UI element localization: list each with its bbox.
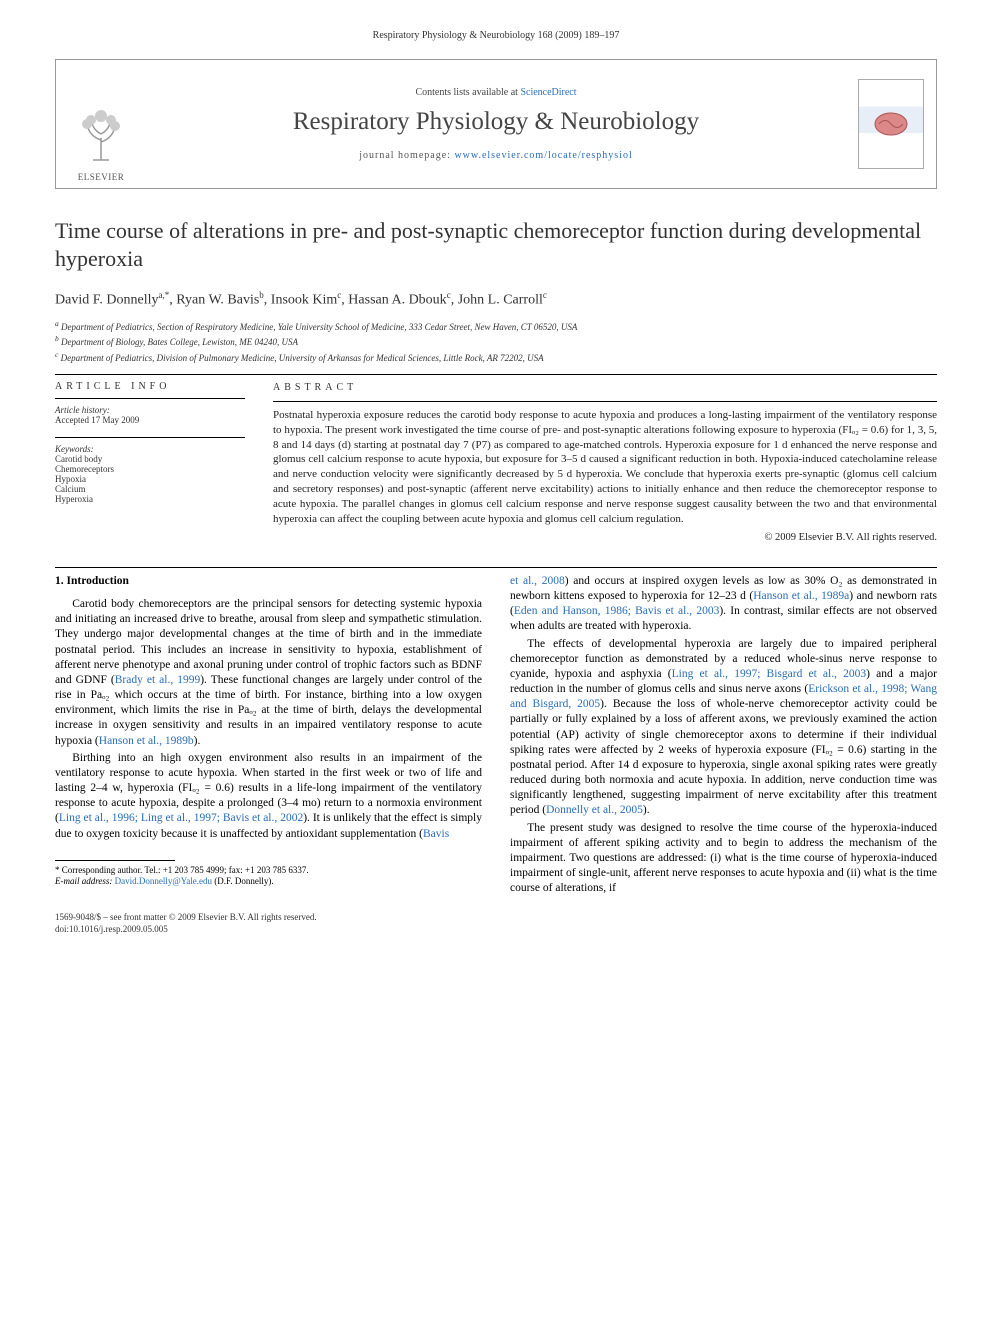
keyword: Hypoxia: [55, 474, 245, 484]
abstract-text: Postnatal hyperoxia exposure reduces the…: [273, 408, 937, 527]
footer-doi: doi:10.1016/j.resp.2009.05.005: [55, 924, 937, 936]
homepage-prefix: journal homepage:: [359, 150, 454, 161]
rule-top: [55, 374, 937, 375]
affiliation-c: c Department of Pediatrics, Division of …: [55, 350, 937, 365]
publisher-logo-block: ELSEVIER: [56, 60, 146, 188]
keywords-block: Keywords: Carotid body Chemoreceptors Hy…: [55, 444, 245, 504]
body-para: Carotid body chemoreceptors are the prin…: [55, 597, 482, 749]
elsevier-tree-icon: [70, 100, 132, 170]
corresponding-author: * Corresponding author. Tel.: +1 203 785…: [55, 865, 482, 877]
abstract-rule: [273, 401, 937, 402]
keyword: Calcium: [55, 484, 245, 494]
masthead: ELSEVIER Contents lists available at Sci…: [55, 59, 937, 189]
page: Respiratory Physiology & Neurobiology 16…: [0, 0, 992, 976]
brain-icon: [871, 109, 911, 139]
running-header: Respiratory Physiology & Neurobiology 16…: [55, 30, 937, 41]
abstract: abstract Postnatal hyperoxia exposure re…: [273, 381, 937, 544]
abstract-copyright: © 2009 Elsevier B.V. All rights reserved…: [273, 531, 937, 545]
journal-title: Respiratory Physiology & Neurobiology: [154, 108, 838, 136]
authors: David F. Donnellya,*, Ryan W. Bavisb, In…: [55, 290, 937, 309]
journal-cover-icon: [858, 79, 924, 169]
body-right-column: et al., 2008) and occurs at inspired oxy…: [510, 574, 937, 899]
contents-prefix: Contents lists available at: [415, 87, 520, 98]
body-para: The effects of developmental hyperoxia a…: [510, 637, 937, 819]
email-link[interactable]: David.Donnelly@Yale.edu: [115, 876, 212, 886]
elsevier-label: ELSEVIER: [78, 172, 125, 182]
cover-thumb-block: [846, 60, 936, 188]
info-rule-2: [55, 437, 245, 438]
intro-heading: 1. Introduction: [55, 574, 482, 589]
masthead-center: Contents lists available at ScienceDirec…: [146, 60, 846, 188]
keyword: Chemoreceptors: [55, 464, 245, 474]
homepage-link[interactable]: www.elsevier.com/locate/resphysiol: [454, 150, 632, 161]
footnote-separator: [55, 860, 175, 861]
sciencedirect-link[interactable]: ScienceDirect: [520, 87, 576, 98]
affiliations: a Department of Pediatrics, Section of R…: [55, 319, 937, 365]
body-left-column: 1. Introduction Carotid body chemorecept…: [55, 574, 482, 899]
info-rule-1: [55, 398, 245, 399]
email-who: (D.F. Donnelly).: [214, 876, 273, 886]
affiliation-b: b Department of Biology, Bates College, …: [55, 334, 937, 349]
keyword: Carotid body: [55, 454, 245, 464]
abstract-heading: abstract: [273, 381, 937, 395]
article-info: article info Article history: Accepted 1…: [55, 381, 245, 544]
footnotes: * Corresponding author. Tel.: +1 203 785…: [55, 865, 482, 888]
body-para: et al., 2008) and occurs at inspired oxy…: [510, 574, 937, 635]
body-columns: 1. Introduction Carotid body chemorecept…: [55, 574, 937, 899]
keyword: Hyperoxia: [55, 494, 245, 504]
page-footer: 1569-9048/$ – see front matter © 2009 El…: [55, 912, 937, 935]
keywords-label: Keywords:: [55, 444, 245, 454]
body-para: Birthing into an high oxygen environment…: [55, 751, 482, 842]
affiliation-a: a Department of Pediatrics, Section of R…: [55, 319, 937, 334]
article-info-heading: article info: [55, 381, 245, 392]
contents-line: Contents lists available at ScienceDirec…: [154, 87, 838, 98]
info-abstract-row: article info Article history: Accepted 1…: [55, 381, 937, 544]
journal-homepage: journal homepage: www.elsevier.com/locat…: [154, 150, 838, 161]
rule-bottom: [55, 567, 937, 568]
article-title: Time course of alterations in pre- and p…: [55, 217, 937, 272]
history-label: Article history:: [55, 405, 245, 415]
history-value: Accepted 17 May 2009: [55, 415, 245, 425]
email-label: E-mail address:: [55, 876, 112, 886]
article-history: Article history: Accepted 17 May 2009: [55, 405, 245, 425]
email-line: E-mail address: David.Donnelly@Yale.edu …: [55, 876, 482, 888]
body-para: The present study was designed to resolv…: [510, 821, 937, 897]
footer-copyright: 1569-9048/$ – see front matter © 2009 El…: [55, 912, 937, 924]
